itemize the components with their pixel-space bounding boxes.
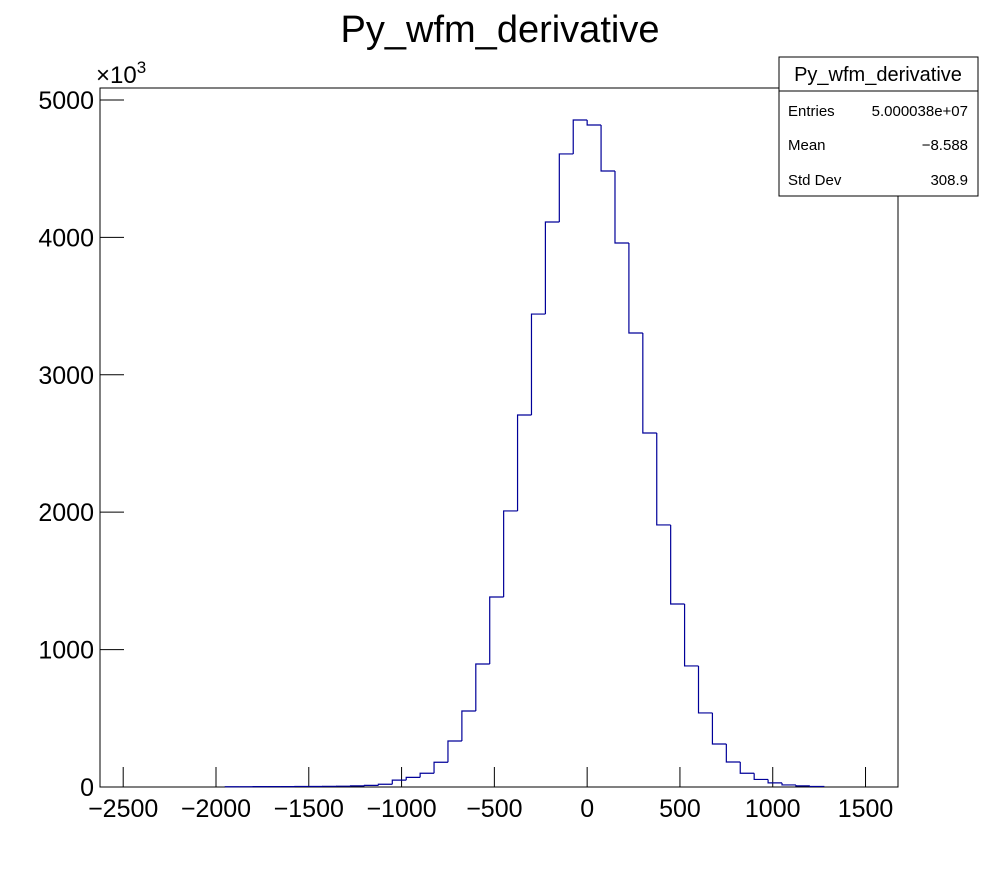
stats-value: 308.9: [930, 172, 968, 189]
stats-title: Py_wfm_derivative: [794, 64, 962, 86]
y-tick-label: 0: [80, 774, 94, 802]
y-tick-label: 3000: [38, 362, 94, 390]
y-tick-label: 2000: [38, 499, 94, 527]
y-multiplier-exponent: 3: [137, 58, 146, 77]
stats-key: Entries: [788, 103, 835, 120]
stats-value: 5.000038e+07: [872, 103, 968, 120]
x-tick-label: −1000: [366, 795, 436, 823]
y-tick-label: 4000: [38, 224, 94, 252]
x-tick-label: 1000: [745, 795, 801, 823]
x-tick-label: −2000: [181, 795, 251, 823]
chart-title: Py_wfm_derivative: [341, 9, 660, 51]
y-tick-label: 1000: [38, 637, 94, 665]
stats-key: Std Dev: [788, 172, 842, 189]
stats-value: −8.588: [922, 137, 968, 154]
x-tick-label: −500: [466, 795, 522, 823]
stats-key: Mean: [788, 137, 826, 154]
y-tick-label: 5000: [38, 87, 94, 115]
x-tick-label: 0: [580, 795, 594, 823]
y-multiplier-base: ×10: [96, 62, 137, 89]
stats-box: Py_wfm_derivative Entries 5.000038e+07 M…: [779, 57, 978, 196]
x-tick-label: 1500: [838, 795, 894, 823]
x-tick-label: 500: [659, 795, 701, 823]
x-tick-label: −1500: [274, 795, 344, 823]
x-tick-label: −2500: [88, 795, 158, 823]
histogram-bin: [364, 785, 378, 786]
histogram-bin: [810, 786, 824, 787]
